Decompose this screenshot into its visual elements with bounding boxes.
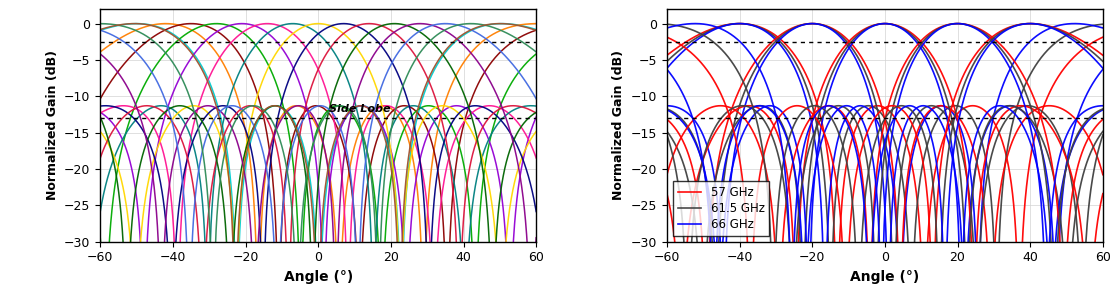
X-axis label: Angle (°): Angle (°)	[284, 270, 353, 284]
Y-axis label: Normalized Gain (dB): Normalized Gain (dB)	[613, 50, 625, 200]
X-axis label: Angle (°): Angle (°)	[850, 270, 919, 284]
Text: Side Lobe: Side Lobe	[329, 104, 391, 114]
Legend: 57 GHz, 61.5 GHz, 66 GHz: 57 GHz, 61.5 GHz, 66 GHz	[673, 181, 770, 236]
Y-axis label: Normalized Gain (dB): Normalized Gain (dB)	[46, 50, 59, 200]
